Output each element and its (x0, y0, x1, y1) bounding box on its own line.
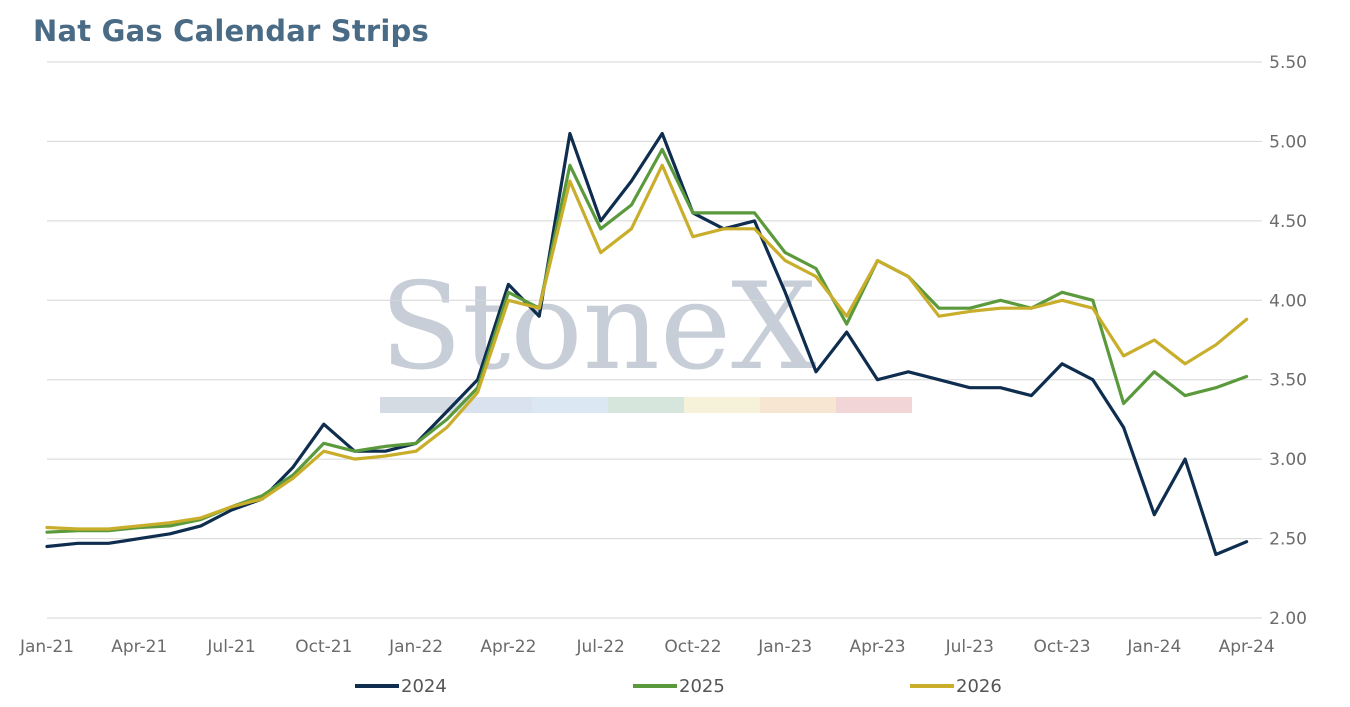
x-tick-label: Jan-24 (1126, 637, 1181, 657)
watermark-band (456, 397, 532, 413)
stonex-watermark: StoneX (380, 258, 912, 413)
y-tick-label: 2.00 (1269, 609, 1307, 629)
x-tick-label: Apr-22 (480, 637, 536, 657)
series-lines (45, 131, 1249, 557)
y-tick-label: 3.00 (1269, 450, 1307, 470)
x-tick-label: Oct-23 (1033, 637, 1090, 657)
y-axis-ticks: 5.50 5.00 4.50 4.00 3.50 3.00 2.50 2.00 (1269, 53, 1307, 629)
y-tick-label: 2.50 (1269, 530, 1307, 550)
x-tick-label: Oct-21 (295, 637, 352, 657)
x-tick-label: Jul-23 (945, 637, 994, 657)
y-tick-label: 4.00 (1269, 291, 1307, 311)
x-tick-label: Apr-24 (1219, 637, 1275, 657)
x-axis-ticks: Jan-21 Apr-21 Jul-21 Oct-21 Jan-22 Apr-22 Jul-… (19, 637, 1275, 657)
x-tick-label: Oct-22 (664, 637, 721, 657)
y-tick-label: 5.00 (1269, 132, 1307, 152)
series-line-2026 (45, 163, 1249, 531)
watermark-band (836, 397, 912, 413)
watermark-text: StoneX (380, 258, 816, 397)
chart-title: Nat Gas Calendar Strips (33, 14, 429, 48)
x-tick-label: Jan-21 (19, 637, 74, 657)
x-tick-label: Jul-22 (576, 637, 625, 657)
y-tick-label: 3.50 (1269, 371, 1307, 391)
watermark-band (760, 397, 836, 413)
legend-label-2026: 2026 (956, 676, 1002, 697)
watermark-band (532, 397, 608, 413)
y-tick-label: 5.50 (1269, 53, 1307, 73)
watermark-band (608, 397, 684, 413)
legend-label-2025: 2025 (679, 676, 725, 697)
legend: 2024 2025 2026 (355, 676, 1002, 697)
x-tick-label: Jul-21 (206, 637, 255, 657)
x-tick-label: Apr-21 (111, 637, 167, 657)
watermark-band (380, 397, 456, 413)
y-tick-label: 4.50 (1269, 212, 1307, 232)
x-tick-label: Apr-23 (849, 637, 905, 657)
legend-label-2024: 2024 (401, 676, 447, 697)
watermark-band (684, 397, 760, 413)
x-tick-label: Jan-23 (757, 637, 812, 657)
x-tick-label: Jan-22 (388, 637, 443, 657)
